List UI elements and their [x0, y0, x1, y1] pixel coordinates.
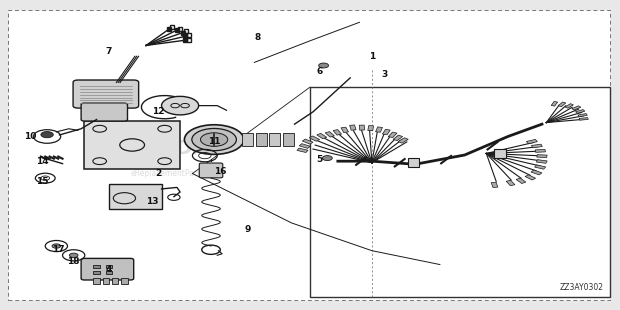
Bar [388, 132, 397, 138]
Bar [303, 139, 313, 144]
Text: 15: 15 [37, 177, 49, 186]
Bar [333, 130, 342, 135]
Bar [536, 160, 547, 163]
Bar [317, 133, 327, 139]
Text: 18: 18 [68, 257, 80, 266]
Bar [537, 155, 547, 157]
FancyBboxPatch shape [494, 149, 506, 158]
Bar [558, 102, 566, 107]
Circle shape [319, 63, 329, 68]
Bar [84, 121, 180, 169]
Bar [376, 127, 383, 132]
Text: 10: 10 [24, 132, 37, 141]
Bar [393, 135, 402, 141]
Text: 7: 7 [106, 47, 112, 56]
Bar [534, 165, 546, 169]
Text: ZZ3AY0302: ZZ3AY0302 [560, 283, 604, 292]
Bar [398, 138, 408, 143]
Circle shape [69, 253, 78, 258]
Bar [359, 125, 365, 130]
Bar [491, 182, 498, 188]
Circle shape [41, 131, 53, 138]
FancyBboxPatch shape [81, 258, 134, 280]
Bar [94, 264, 100, 268]
Bar [531, 144, 542, 148]
Text: 11: 11 [208, 137, 220, 146]
Text: 1: 1 [369, 52, 375, 61]
Bar [106, 271, 112, 274]
Text: 12: 12 [152, 107, 165, 116]
Bar [506, 180, 515, 186]
Text: 4: 4 [106, 265, 112, 274]
Circle shape [162, 96, 198, 115]
Bar [572, 106, 581, 110]
FancyBboxPatch shape [408, 158, 420, 167]
Text: 14: 14 [37, 157, 49, 166]
Bar [551, 101, 557, 106]
Circle shape [52, 244, 61, 248]
Bar [106, 264, 112, 268]
Bar [112, 278, 118, 284]
FancyBboxPatch shape [199, 163, 223, 178]
Bar [94, 271, 100, 274]
Text: 17: 17 [52, 245, 64, 254]
Text: HONDA: HONDA [128, 139, 208, 158]
Circle shape [322, 156, 332, 161]
FancyBboxPatch shape [73, 80, 139, 108]
Bar [565, 104, 574, 108]
Bar [326, 132, 334, 137]
Bar [283, 133, 294, 146]
Text: 16: 16 [214, 167, 226, 176]
Bar [269, 133, 280, 146]
Bar [579, 117, 588, 120]
Bar [297, 148, 308, 153]
Bar [383, 129, 390, 135]
Bar [525, 175, 536, 180]
Text: 13: 13 [146, 197, 159, 206]
Bar [310, 87, 610, 297]
Circle shape [200, 133, 228, 146]
Bar [575, 109, 585, 113]
Bar [341, 127, 348, 133]
Text: 8: 8 [254, 33, 260, 42]
Bar [122, 278, 128, 284]
Bar [531, 170, 542, 175]
Bar [103, 278, 109, 284]
Circle shape [184, 125, 244, 154]
Text: 3: 3 [381, 70, 388, 79]
Bar [255, 133, 267, 146]
Text: 9: 9 [245, 224, 251, 233]
Bar [350, 125, 356, 130]
Bar [299, 144, 310, 148]
Bar [309, 136, 320, 141]
Text: eReplacementParts: eReplacementParts [131, 169, 205, 178]
Bar [526, 140, 538, 144]
Text: 2: 2 [156, 169, 162, 178]
Text: 5: 5 [316, 155, 322, 164]
Circle shape [192, 128, 236, 151]
FancyBboxPatch shape [81, 103, 128, 121]
Bar [535, 149, 546, 152]
Text: 6: 6 [316, 67, 322, 76]
Bar [94, 278, 100, 284]
Bar [516, 178, 526, 184]
Bar [242, 133, 253, 146]
Bar [368, 126, 374, 131]
Bar [578, 113, 587, 117]
Bar [109, 184, 162, 209]
